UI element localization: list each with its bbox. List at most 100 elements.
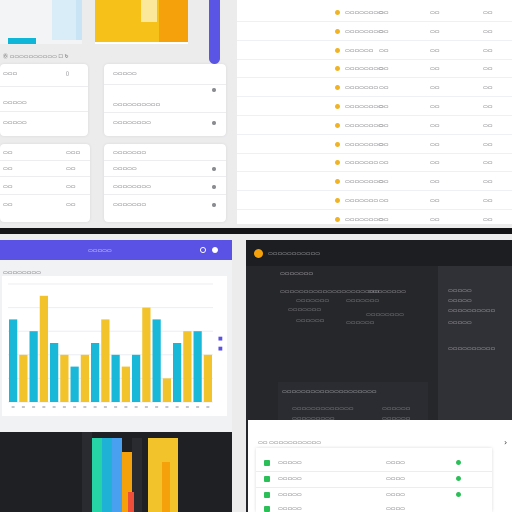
card-row-label: ▭▭▭▭▭ (113, 71, 137, 77)
list-row[interactable]: ▭▭▭▭▭▭▭ ▭▭ ▭▭ ▭▭ (237, 79, 512, 98)
list-row-cell: ▭▭ (430, 160, 440, 167)
bar-series1 (9, 319, 18, 402)
list-row[interactable]: ▭▭▭▭▭▭▭▭ ▭▭ ▭▭ ▭▭ (237, 60, 512, 79)
dark-section-cell: ▭▭▭▭▭▭ (382, 406, 411, 412)
list-row[interactable]: ▭▭▭▭▭▭▭▭ ▭▭ ▭▭ ▭▭ (237, 23, 512, 41)
side-item[interactable]: ▭▭▭▭▭ (448, 320, 472, 326)
bar-chart (8, 283, 213, 408)
bar-series1 (132, 354, 141, 402)
list-row-cell: ▭▭ (430, 10, 440, 16)
dark-section-panel: ▭▭▭▭▭▭▭▭▭▭▭▭▭▭▭▭▭▭▭▭ ▭▭▭▭▭▭▭▭▭▭▭▭▭ ▭▭▭▭▭… (278, 382, 428, 426)
chart-card: ■ ■ (2, 276, 227, 416)
bar-series1 (111, 354, 120, 402)
chevron-right-icon[interactable]: › (504, 438, 508, 447)
list-row-name: ▭▭▭▭▭▭▭▭ (345, 10, 383, 16)
status-dot (335, 85, 340, 91)
x-tick (62, 406, 66, 408)
status-icon (264, 506, 270, 512)
divider (237, 115, 512, 116)
side-item[interactable]: ▭▭▭▭▭ (448, 288, 472, 294)
stats-card: ▭▭ ▭▭▭ ▭▭ ▭▭ ▭▭ ▭▭ ▭▭ ▭▭ (0, 144, 90, 222)
list-row-name: ▭▭▭▭▭▭▭▭ (345, 179, 383, 186)
divider (104, 176, 226, 177)
status-dot (335, 28, 340, 34)
popup-row-label: ▭▭▭▭▭ (278, 492, 302, 498)
x-tick (175, 406, 179, 408)
side-item[interactable]: ▭▭▭▭▭ (448, 298, 472, 304)
settings-icon[interactable] (200, 247, 206, 253)
card-row-left: ▭▭ (3, 202, 13, 208)
list-row-cell: ▭▭ (379, 179, 389, 186)
popup-row-label: ▭▭▭▭▭ (278, 506, 302, 512)
row-action-icon[interactable] (212, 167, 216, 171)
list-row[interactable]: ▭▭▭▭▭▭▭▭ ▭▭ ▭▭ ▭▭ (237, 136, 512, 154)
x-tick (114, 406, 118, 408)
bar-series1 (193, 331, 202, 402)
list-row-cell: ▭▭ (483, 10, 493, 16)
divider (237, 133, 512, 135)
list-row[interactable]: ▭▭▭▭▭▭▭ ▭▭ ▭▭ ▭▭ (237, 154, 512, 173)
popup-row-label: ▭▭▭▭▭ (278, 460, 302, 466)
row-action-icon[interactable] (212, 88, 216, 92)
dark-table-cell: ▭▭▭▭▭▭▭▭ (366, 312, 404, 318)
bar-series2 (203, 354, 212, 402)
list-row[interactable]: ▭▭▭▭▭▭▭▭ ▭▭ ▭▭ ▭▭ (237, 211, 512, 229)
bar-series1 (50, 343, 59, 402)
legend-swatch: ■ (218, 346, 223, 352)
list-row-cell: ▭▭ (379, 10, 389, 16)
card-row-left: ▭▭ (3, 150, 13, 156)
list-row[interactable]: ▭▭▭▭▭▭ ▭▭ ▭▭ ▭▭ (237, 42, 512, 60)
menu-icon[interactable] (212, 247, 218, 253)
dark-section-cell: ▭▭▭▭▭▭▭▭▭▭▭▭▭ (292, 406, 354, 412)
status-dot (335, 104, 340, 109)
status-dot (456, 460, 461, 465)
scrollbar-thumb[interactable] (209, 0, 220, 64)
card-row-label: ▭▭▭▭▭▭▭ (113, 202, 147, 208)
list-row-name: ▭▭▭▭▭▭▭▭ (345, 141, 383, 148)
row-action-icon[interactable] (212, 121, 216, 125)
x-tick (73, 406, 77, 408)
card-row-label: ▭▭▭▭▭ (113, 166, 137, 172)
list-row[interactable]: ▭▭▭▭▭▭▭ ▭▭ ▭▭ ▭▭ (237, 192, 512, 210)
card-row-right: ▭▭ (66, 184, 76, 190)
bar-series1 (173, 343, 182, 402)
row-action-icon[interactable] (212, 185, 216, 189)
dark-table-cell: ▭▭▭▭▭▭▭ (346, 298, 380, 304)
list-row-cell: ▭▭ (379, 104, 389, 110)
divider (237, 77, 512, 79)
stats-card: ▭▭▭▭▭▭▭ ▭▭▭▭▭ ▭▭▭▭▭▭▭▭ ▭▭▭▭▭▭▭ (104, 144, 226, 222)
list-row[interactable]: ▭▭▭▭▭▭▭▭ ▭▭ ▭▭ ▭▭ (237, 98, 512, 116)
list-row-cell: ▭▭ (430, 198, 440, 204)
list-row[interactable]: ▭▭▭▭▭▭▭▭ ▭▭ ▭▭ ▭▭ (237, 173, 512, 192)
side-item[interactable]: ▭▭▭▭▭▭▭▭▭▭ (448, 346, 496, 352)
list-row-cell: ▭▭ (430, 122, 440, 129)
row-action-icon[interactable] (212, 203, 216, 207)
list-row-cell: ▭▭ (430, 104, 440, 110)
list-row-name: ▭▭▭▭▭▭▭▭ (345, 66, 383, 73)
mini-chart-right (95, 0, 188, 44)
eq-track (82, 432, 92, 512)
divider (0, 194, 90, 195)
list-row[interactable]: ▭▭▭▭▭▭▭▭ ▭▭ ▭▭ ▭▭ (237, 117, 512, 135)
list-row-cell: ▭▭ (430, 179, 440, 186)
bar-series1 (29, 331, 38, 402)
window-divider (0, 228, 512, 234)
list-row[interactable]: ▭▭▭▭▭▭▭▭ ▭▭ ▭▭ ▭▭ (237, 4, 512, 22)
x-tick (93, 406, 97, 408)
side-item[interactable]: ▭▭▭▭▭▭▭▭▭▭ (448, 308, 496, 314)
status-dot (456, 476, 461, 481)
eq-bar (92, 438, 102, 512)
bar-series2 (60, 354, 69, 402)
chart-window-header: ▭▭▭▭▭ (0, 240, 232, 260)
list-row-cell: ▭▭ (483, 216, 493, 223)
divider (237, 209, 512, 210)
list-row-cell: ▭▭ (483, 28, 493, 35)
status-dot (335, 10, 340, 15)
list-row-cell: ▭▭ (483, 122, 493, 129)
x-tick (11, 406, 15, 408)
list-row-cell: ▭▭ (379, 198, 389, 204)
chart-window-title: ▭▭▭▭▭ (88, 248, 112, 254)
divider (237, 39, 512, 41)
card-row-label: ▭▭▭▭▭▭▭▭▭▭ (113, 102, 161, 108)
popup-row-label: ▭▭▭▭▭ (278, 476, 302, 482)
